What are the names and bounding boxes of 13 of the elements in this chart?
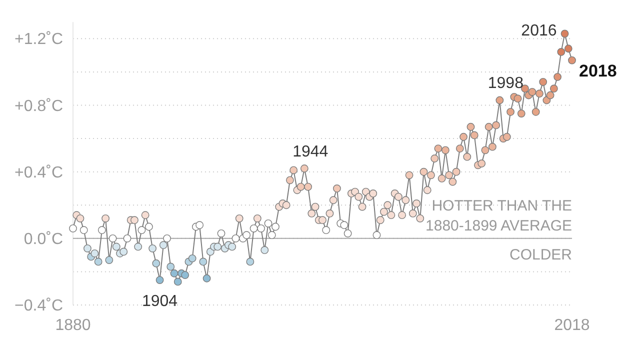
annotation: 2018 [579,61,617,80]
y-tick-label: −0.4˚C [14,298,63,315]
annotation: 2016 [521,22,557,40]
y-tick-label: +0.8˚C [14,98,63,115]
annotation: HOTTER THAN THE 1880-1899 AVERAGE [426,197,572,234]
annotation: COLDER [509,246,572,264]
annotation: 1998 [488,75,524,92]
x-tick-label: 1880 [55,317,91,334]
annotation: 1944 [292,143,328,160]
annotation: 1904 [142,293,178,310]
y-tick-label: 0.0˚C [24,231,63,248]
y-tick-label: +1.2˚C [14,31,63,48]
y-tick-label: +0.4˚C [14,164,63,182]
